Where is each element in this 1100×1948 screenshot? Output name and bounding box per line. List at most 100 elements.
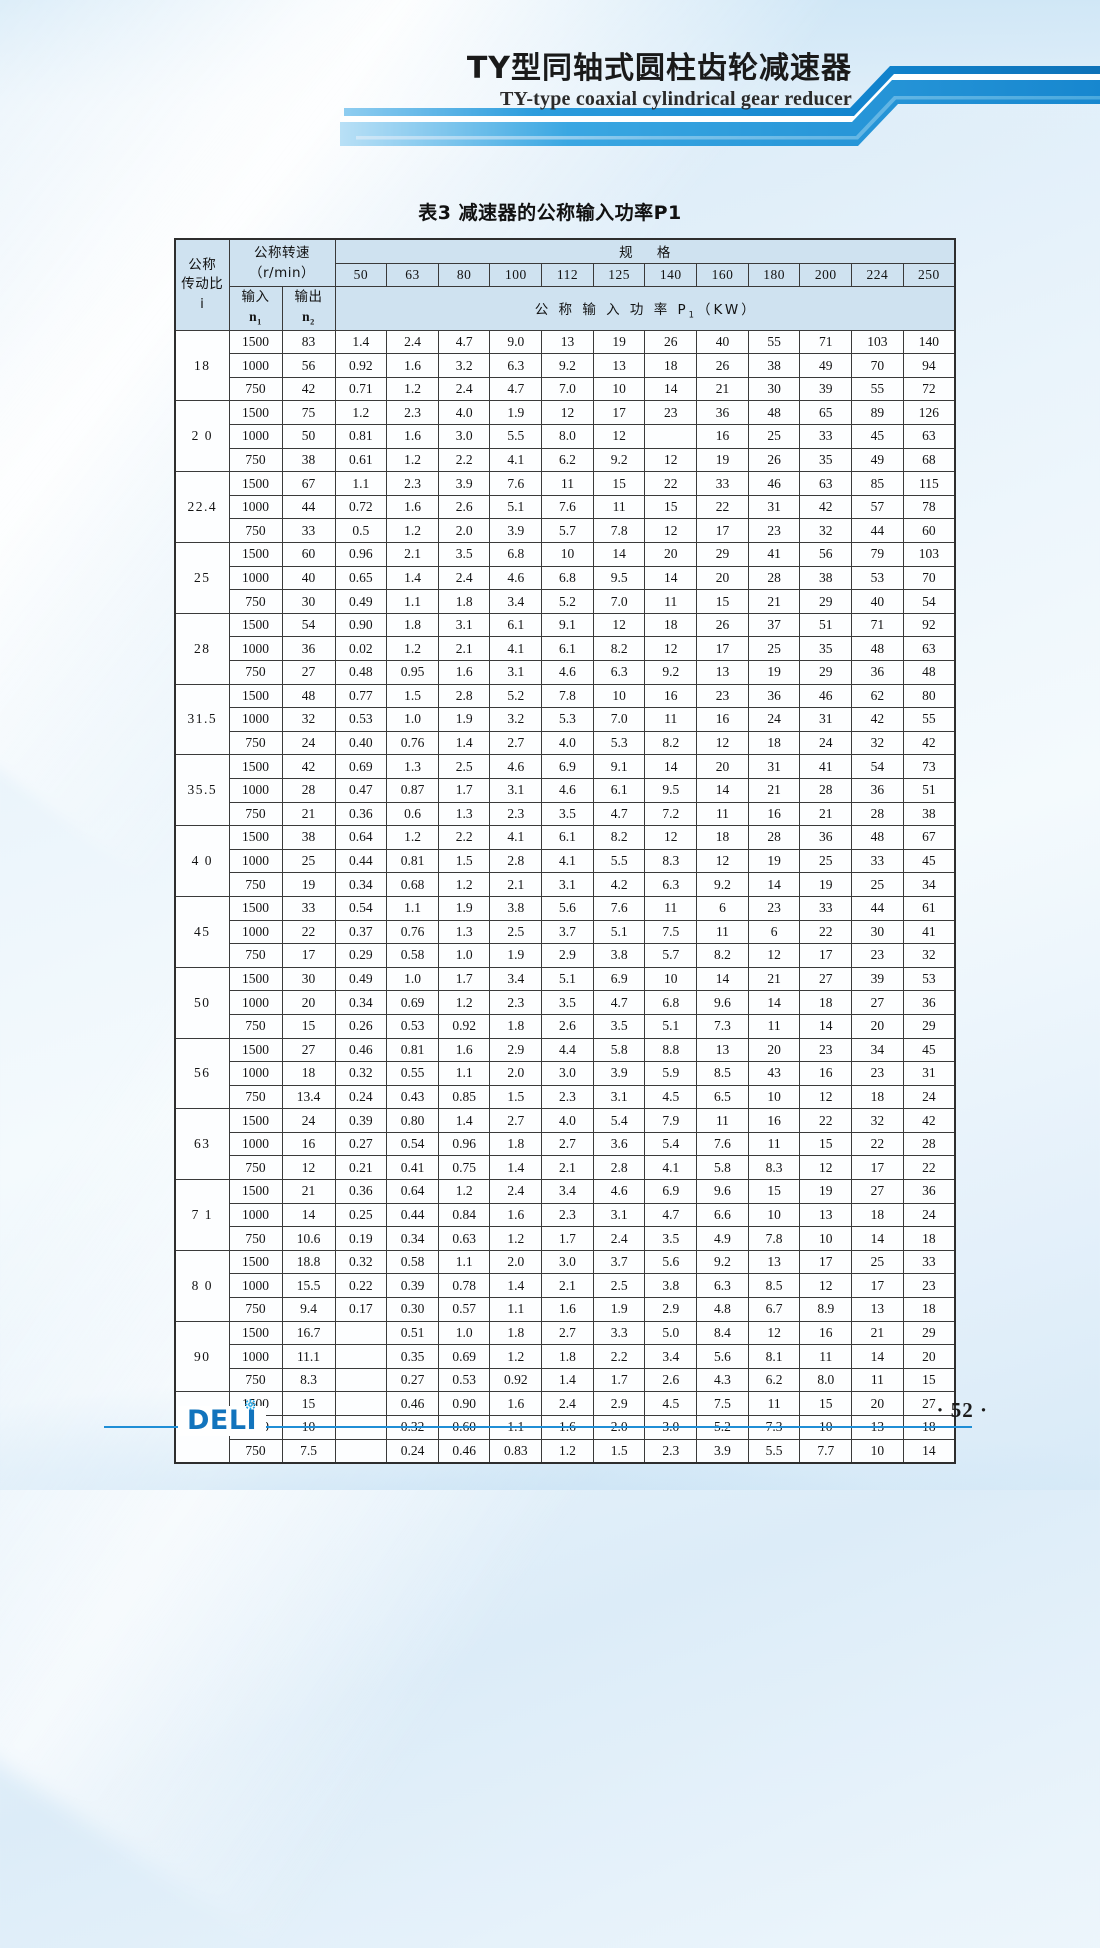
- power-value-cell: 3.4: [489, 966, 543, 992]
- power-value-cell: 3.1: [592, 1084, 646, 1110]
- power-value-cell: 13: [851, 1297, 904, 1322]
- table-row: 50 1500 30 0.49 1.0 1.7 3.4 5.1 6.9 10 14 21 27 39 53: [174, 966, 956, 1039]
- input-speed-cell: 750: [228, 660, 283, 685]
- power-value-cell: 0.37: [334, 919, 388, 945]
- table-row: 1000 18 0.32 0.55 1.1 2.0 3.0 3.9 5.9 8.5 43 16 23 31: [175, 1061, 956, 1086]
- power-value-cell: 6.9: [644, 1179, 698, 1204]
- power-value-cell: 10: [592, 683, 646, 709]
- power-value-cell: 85: [851, 471, 904, 496]
- table-row: 750 9.4 0.17 0.30 0.57 1.1 1.6 1.9 2.9 4.8 6.7 8.9 1…: [175, 1297, 956, 1322]
- power-value-cell: 55: [902, 707, 956, 732]
- power-value-cell: 5.6: [644, 1249, 698, 1275]
- table-row: 1000 14 0.25 0.44 0.84 1.6 2.3 3.1 4.7 6.6 10 13 18 2…: [175, 1202, 956, 1228]
- power-value-cell: 18: [851, 1202, 904, 1228]
- power-value-cell: 31: [747, 494, 801, 520]
- power-value-cell: 0.39: [334, 1108, 388, 1133]
- power-value-cell: 61: [902, 895, 956, 921]
- power-value-cell: 3.3: [592, 1320, 646, 1346]
- power-value-cell: 25: [747, 424, 801, 449]
- input-speed-cell: 1000: [228, 636, 283, 661]
- header-output-speed-cell: 输出 n2: [281, 286, 336, 331]
- power-value-cell: 0.27: [386, 1367, 439, 1393]
- power-value-cell: 2.0: [489, 1061, 543, 1086]
- input-speed-cell: 1500: [228, 1249, 283, 1275]
- power-value-cell: 1.1: [386, 895, 439, 921]
- power-value-cell: 0.21: [334, 1155, 388, 1181]
- power-value-cell: 0.32: [334, 1061, 388, 1086]
- table-row: 31.5 1500 48 0.77 1.5 2.8 5.2 7.8 10 16 23 36 46 62 80: [174, 683, 956, 756]
- power-value-cell: 0.84: [437, 1202, 491, 1228]
- header-spec-100: 100: [489, 262, 543, 288]
- power-value-cell: 5.1: [592, 919, 646, 945]
- output-speed-cell: 36: [281, 636, 336, 661]
- ratio-cell: 63: [174, 1108, 230, 1181]
- power-value-cell: 1.9: [437, 707, 491, 732]
- power-value-cell: 0.43: [386, 1084, 439, 1110]
- input-speed-cell: 750: [228, 1438, 283, 1464]
- power-value-cell: 94: [902, 353, 956, 378]
- table-row: 750 42 0.71 1.2 2.4 4.7 7.0 10 14 21 30 39 55 72: [175, 376, 956, 402]
- power-value-cell: 3.4: [541, 1179, 594, 1204]
- power-value-cell: 7.8: [541, 683, 594, 709]
- power-value-cell: 27: [902, 1391, 956, 1416]
- power-value-cell: 0.44: [386, 1202, 439, 1228]
- power-value-cell: 7.0: [541, 376, 594, 402]
- power-value-cell: 43: [747, 1061, 801, 1086]
- power-value-cell: 6.6: [696, 1202, 749, 1228]
- power-value-cell: 0.80: [386, 1108, 439, 1133]
- power-value-cell: 28: [747, 565, 801, 591]
- power-value-cell: 9.0: [489, 329, 543, 355]
- output-speed-cell: 30: [281, 966, 336, 992]
- power-value-cell: 21: [696, 376, 749, 402]
- power-value-cell: 0.65: [334, 565, 388, 591]
- power-value-cell: 1.2: [437, 990, 491, 1015]
- power-value-cell: 0.90: [334, 612, 388, 638]
- power-value-cell: 65: [799, 400, 853, 426]
- power-value-cell: 1.8: [489, 1131, 543, 1157]
- power-value-cell: 4.6: [489, 565, 543, 591]
- power-value-cell: 4.6: [592, 1179, 646, 1204]
- output-speed-cell: 17: [281, 943, 336, 968]
- power-value-cell: 45: [902, 848, 956, 874]
- power-value-cell: 10: [851, 1438, 904, 1464]
- power-value-cell: 2.4: [437, 376, 491, 402]
- power-value-cell: 1.7: [592, 1367, 646, 1393]
- power-value-cell: 9.2: [696, 1249, 749, 1275]
- power-value-cell: 2.3: [489, 801, 543, 827]
- power-value-cell: 27: [851, 1179, 904, 1204]
- power-value-cell: 13: [696, 1037, 749, 1063]
- power-value-cell: 3.1: [489, 660, 543, 685]
- power-value-cell: 26: [696, 612, 749, 638]
- power-value-cell: 26: [747, 447, 801, 473]
- output-speed-cell: 42: [281, 376, 336, 402]
- power-value-cell: 11: [747, 1013, 801, 1039]
- power-value-cell: 21: [799, 801, 853, 827]
- header-speed-cell: 公称转速 （r/min）: [228, 238, 336, 288]
- power-value-cell: 0.75: [437, 1155, 491, 1181]
- power-value-cell: 1.1: [437, 1249, 491, 1275]
- power-value-cell: 3.5: [644, 1226, 698, 1251]
- power-value-cell: 1.8: [386, 612, 439, 638]
- power-value-cell: 80: [902, 683, 956, 709]
- power-value-cell: 73: [902, 754, 956, 779]
- power-value-cell: 115: [902, 471, 956, 496]
- power-value-cell: 7.7: [799, 1438, 853, 1464]
- power-value-cell: 2.8: [592, 1155, 646, 1181]
- power-value-cell: 11: [644, 589, 698, 614]
- power-value-cell: 48: [902, 660, 956, 685]
- output-speed-cell: 56: [281, 353, 336, 378]
- power-value-cell: 1.8: [437, 589, 491, 614]
- power-value-cell: 48: [851, 636, 904, 661]
- power-value-cell: 15: [747, 1179, 801, 1204]
- power-value-cell: 18: [851, 1084, 904, 1110]
- power-value-cell: 23: [696, 683, 749, 709]
- power-value-cell: 0.81: [334, 424, 388, 449]
- power-value-cell: 29: [799, 589, 853, 614]
- power-value-cell: 10: [747, 1084, 801, 1110]
- power-value-cell: 3.2: [489, 707, 543, 732]
- power-value-cell: 26: [644, 329, 698, 355]
- table-row: 7 1 1500 21 0.36 0.64 1.2 2.4 3.4 4.6 6.9 9.6 15 19 2…: [174, 1179, 956, 1251]
- ratio-cell: 2 0: [174, 400, 230, 473]
- power-value-cell: 1.6: [541, 1297, 594, 1322]
- power-value-cell: 10: [747, 1202, 801, 1228]
